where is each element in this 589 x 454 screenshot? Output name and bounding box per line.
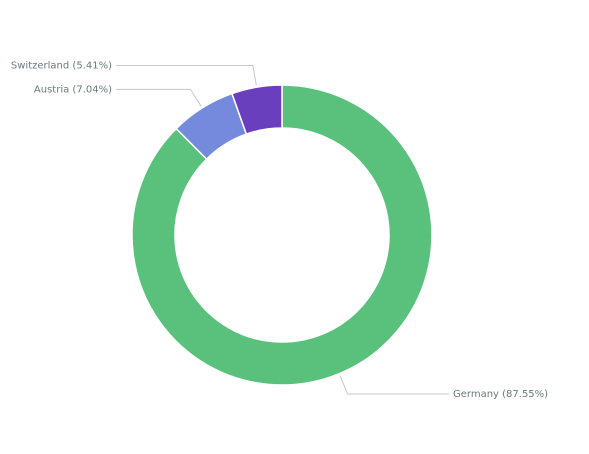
leader-line [339,375,449,395]
leader-line [116,88,202,107]
slice-label: Austria (7.04%) [34,84,112,95]
donut-slice [131,84,433,386]
leader-line [116,64,257,86]
slice-label: Switzerland (5.41%) [11,60,112,71]
slice-label: Germany (87.55%) [453,389,548,400]
donut-slice [231,84,283,136]
